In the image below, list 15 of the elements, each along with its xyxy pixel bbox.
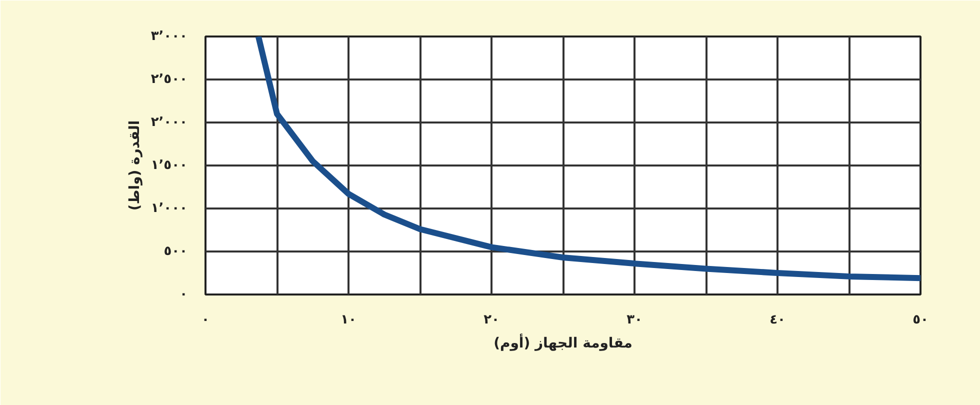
x-tick-label: ٤٠ [770,312,786,328]
y-tick-label: ٢٬٥٠٠ [150,72,188,87]
y-tick-label: ٠ [180,287,188,302]
x-tick-label: ٢٠ [484,312,500,328]
y-tick-label: ٥٠٠ [164,244,188,259]
x-tick-label: ٠ [202,312,210,328]
y-tick-label: ٣٬٠٠٠ [150,29,188,44]
y-axis-title: القدرة (واط) [126,120,143,211]
x-tick-label: ٣٠ [626,312,642,328]
y-tick-label: ١٬٠٠٠ [150,201,188,216]
x-tick-label: ٥٠ [912,312,928,328]
y-tick-label: ٢٬٠٠٠ [150,115,188,130]
y-tick-label: ١٬٥٠٠ [150,158,188,173]
x-tick-label: ١٠ [340,312,356,328]
x-axis-title: مقاومة الجهاز (أوم) [494,334,632,352]
